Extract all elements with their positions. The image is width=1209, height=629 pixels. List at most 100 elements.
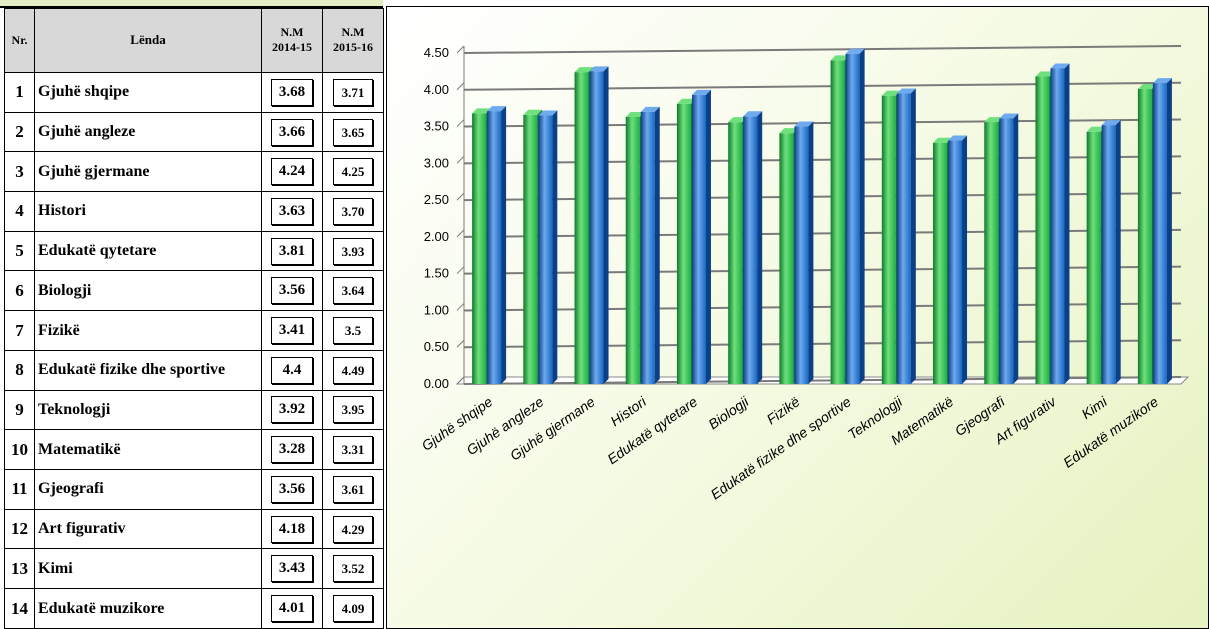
x-category-label: Fizikë	[763, 393, 802, 427]
x-category-label: Kimi	[1078, 393, 1110, 422]
subject-name: Fizikë	[34, 310, 262, 351]
row-number: 10	[4, 429, 35, 470]
bar-side	[859, 48, 865, 384]
grade-2014-15-cell: 4.18	[261, 508, 323, 550]
grade-2014-15: 3.41	[271, 317, 313, 345]
plot-area	[464, 53, 1188, 377]
bar-2015-16	[1050, 68, 1065, 385]
bar-top	[830, 55, 850, 61]
bar-top	[779, 128, 799, 134]
bar-side	[1166, 78, 1172, 384]
bar-top	[472, 108, 492, 114]
grade-2014-15-cell: 3.68	[261, 71, 323, 113]
subject-name: Matematikë	[34, 429, 262, 470]
grades-table: Nr. Lënda N.M 2014-15 N.M 2015-16 1 Gjuhë…	[4, 8, 384, 629]
grade-2014-15-cell: 3.56	[261, 468, 323, 510]
grade-2015-16-cell: 3.5	[322, 310, 384, 351]
header-nr: Nr.	[4, 8, 35, 73]
grade-2015-16-cell: 4.25	[322, 151, 384, 193]
grade-2015-16: 4.49	[333, 356, 373, 384]
y-tick-label: 2.50	[424, 192, 449, 207]
header-2014-15-line2: 2014-15	[272, 40, 312, 55]
table-row: 1 Gjuhë shqipe 3.68 3.71	[4, 71, 384, 113]
gridline-side	[456, 266, 465, 275]
grade-2015-16-cell: 3.61	[322, 468, 384, 510]
bar-side	[1064, 63, 1070, 385]
bar-side	[603, 66, 609, 384]
subject-name: Gjeografi	[34, 468, 262, 510]
grade-2015-16: 4.29	[333, 515, 373, 543]
subject-name: Gjuhë shqipe	[34, 71, 262, 113]
y-tick-label: 2.00	[424, 229, 449, 244]
y-tick-label: 0.50	[424, 339, 449, 354]
subject-name: Art figurativ	[34, 508, 262, 550]
bar-2015-16	[589, 71, 604, 384]
grade-2015-16: 4.09	[333, 595, 373, 623]
x-category-label: Edukatë muzikore	[1060, 393, 1161, 471]
bar-top	[1101, 120, 1121, 126]
grade-2015-16: 3.64	[333, 277, 373, 305]
table-row: 8 Edukatë fizike dhe sportive 4.4 4.49	[4, 349, 384, 391]
bar-2015-16	[896, 93, 911, 384]
bar-top	[574, 67, 594, 73]
bar-top	[691, 89, 711, 95]
bar-top	[487, 106, 507, 112]
bar-2015-16	[845, 53, 860, 384]
bar-2015-16	[538, 115, 553, 385]
gridline	[463, 192, 1182, 202]
bar-top	[1137, 84, 1157, 90]
bar-side	[552, 110, 558, 385]
grade-2015-16: 3.70	[333, 197, 373, 225]
grade-2015-16-cell: 3.64	[322, 270, 384, 312]
grade-2014-15: 4.4	[271, 356, 313, 384]
subject-name: Edukatë qytetare	[34, 230, 262, 272]
subject-name: Edukatë fizike dhe sportive	[34, 349, 262, 391]
table-row: 9 Teknologji 3.92 3.95	[4, 389, 384, 431]
bar-chart: Krahasimi i notave mesatare të lëndëve n…	[419, 45, 1190, 502]
gridline-side	[456, 376, 465, 385]
y-tick-label: 4.50	[424, 45, 449, 60]
bar-2015-16	[487, 111, 502, 384]
table-row: 12 Art figurativ 4.18 4.29	[4, 508, 384, 550]
bar-2014-15	[728, 122, 743, 385]
gridline-side	[456, 229, 465, 238]
bar-2014-15	[779, 133, 794, 384]
row-number: 8	[4, 349, 35, 391]
grade-2014-15: 3.28	[271, 436, 313, 464]
grade-2014-15-cell: 3.28	[261, 429, 323, 470]
row-number: 11	[4, 468, 35, 510]
table-row: 11 Gjeografi 3.56 3.61	[4, 468, 384, 510]
row-number: 12	[4, 508, 35, 550]
row-number: 2	[4, 111, 35, 153]
grade-2014-15: 3.68	[271, 78, 313, 106]
top-strip	[0, 0, 383, 8]
bar-top	[1086, 126, 1106, 132]
grade-2015-16-cell: 4.09	[322, 588, 384, 629]
gridline-side	[456, 82, 465, 91]
grade-2014-15-cell: 3.66	[261, 111, 323, 153]
grade-2014-15-cell: 4.4	[261, 349, 323, 391]
bar-top	[728, 117, 748, 123]
grade-2014-15: 4.18	[271, 515, 313, 543]
gridline-side	[456, 155, 465, 164]
bar-2015-16	[691, 94, 706, 384]
row-number: 1	[4, 71, 35, 113]
y-tick-label: 4.00	[424, 82, 449, 97]
table-row: 3 Gjuhë gjermane 4.24 4.25	[4, 151, 384, 193]
chart-panel: Krahasimi i notave mesatare të lëndëve n…	[386, 6, 1209, 629]
bar-top	[948, 135, 968, 141]
header-subject: Lënda	[34, 8, 262, 73]
table-row: 10 Matematikë 3.28 3.31	[4, 429, 384, 470]
gridline	[463, 81, 1182, 91]
grade-2014-15: 3.56	[271, 475, 313, 503]
x-category-label: Histori	[607, 393, 649, 429]
gridline-side	[456, 119, 465, 127]
bar-2014-15	[676, 103, 691, 385]
table-row: 2 Gjuhë angleze 3.66 3.65	[4, 111, 384, 153]
subject-name: Gjuhë gjermane	[34, 151, 262, 193]
bar-2014-15	[1137, 89, 1152, 384]
grade-2015-16-cell: 3.70	[322, 191, 384, 232]
y-tick-label: 3.00	[424, 155, 449, 170]
grade-2014-15-cell: 3.43	[261, 548, 323, 590]
bar-top	[676, 98, 696, 104]
